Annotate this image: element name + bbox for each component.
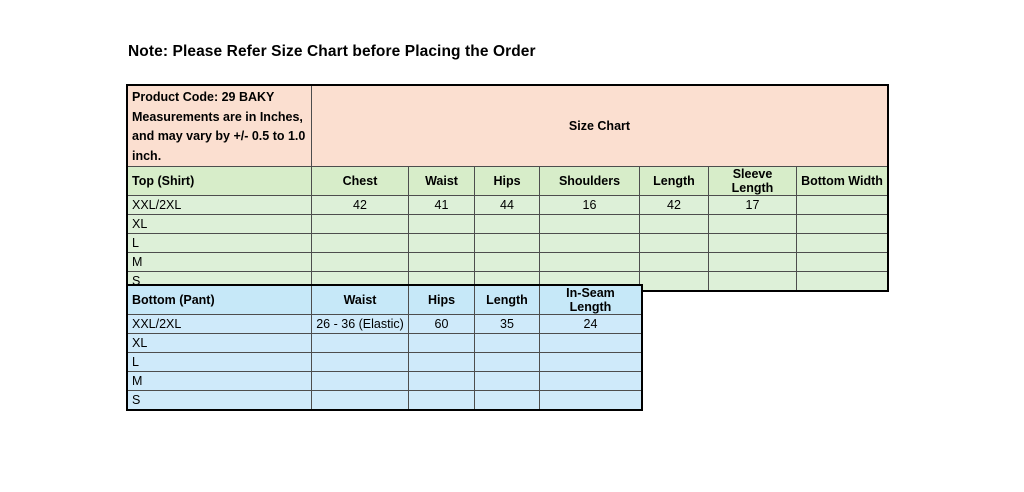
pant-header-length: Length <box>474 285 540 315</box>
shirt-cell-hips: 44 <box>474 195 540 215</box>
shirt-row-size: XL <box>127 214 312 234</box>
pant-cell-inseam-length: 24 <box>539 314 642 334</box>
shirt-cell-chest <box>311 233 409 253</box>
table-row: L <box>127 352 642 372</box>
shirt-cell-shoulders <box>539 233 640 253</box>
pant-cell-waist: 26 - 36 (Elastic) <box>311 314 409 334</box>
table-row: XXL/2XL 42 41 44 16 42 17 <box>127 195 888 215</box>
pant-row-size: S <box>127 390 312 410</box>
table-row: XXL/2XL 26 - 36 (Elastic) 60 35 24 <box>127 314 642 334</box>
size-chart-heading-cell: Size Chart <box>311 85 888 167</box>
table-row: S <box>127 390 642 410</box>
shirt-row-size: L <box>127 233 312 253</box>
pant-cell-length <box>474 352 540 372</box>
pant-header-hips: Hips <box>408 285 475 315</box>
shirt-cell-shoulders <box>539 214 640 234</box>
shirt-cell-waist <box>408 233 475 253</box>
shirt-cell-waist <box>408 214 475 234</box>
shirt-header-row: Top (Shirt) Chest Waist Hips Shoulders L… <box>127 166 888 196</box>
pant-cell-inseam-length <box>539 352 642 372</box>
shirt-header-waist: Waist <box>408 166 475 196</box>
table-row: L <box>127 233 888 253</box>
shirt-cell-sleeve-length <box>708 271 797 291</box>
pant-cell-inseam-length <box>539 333 642 353</box>
shirt-cell-hips <box>474 233 540 253</box>
pant-header-size: Bottom (Pant) <box>127 285 312 315</box>
pant-cell-hips <box>408 333 475 353</box>
shirt-cell-shoulders <box>539 252 640 272</box>
shirt-header-chest: Chest <box>311 166 409 196</box>
shirt-cell-shoulders: 16 <box>539 195 640 215</box>
table-row: M <box>127 252 888 272</box>
shirt-row-size: M <box>127 252 312 272</box>
pant-cell-hips: 60 <box>408 314 475 334</box>
pant-cell-length <box>474 371 540 391</box>
table-row: XL <box>127 333 642 353</box>
pant-cell-hips <box>408 371 475 391</box>
pant-cell-waist <box>311 352 409 372</box>
pant-cell-length <box>474 390 540 410</box>
shirt-cell-bottom-width <box>796 195 888 215</box>
shirt-header-hips: Hips <box>474 166 540 196</box>
pant-header-row: Bottom (Pant) Waist Hips Length In-Seam … <box>127 285 642 315</box>
product-info-cell: Product Code: 29 BAKY Measurements are i… <box>127 85 312 167</box>
pant-cell-length: 35 <box>474 314 540 334</box>
shirt-cell-hips <box>474 252 540 272</box>
shirt-cell-waist <box>408 252 475 272</box>
pant-cell-hips <box>408 390 475 410</box>
shirt-cell-length <box>639 233 709 253</box>
pant-cell-hips <box>408 352 475 372</box>
pant-cell-waist <box>311 371 409 391</box>
pant-row-size: M <box>127 371 312 391</box>
shirt-header-shoulders: Shoulders <box>539 166 640 196</box>
shirt-cell-chest: 42 <box>311 195 409 215</box>
shirt-header-bottom-width: Bottom Width <box>796 166 888 196</box>
shirt-header-size: Top (Shirt) <box>127 166 312 196</box>
pant-row-size: XL <box>127 333 312 353</box>
pant-cell-waist <box>311 390 409 410</box>
pant-cell-length <box>474 333 540 353</box>
pant-cell-inseam-length <box>539 390 642 410</box>
shirt-cell-waist: 41 <box>408 195 475 215</box>
pant-row-size: L <box>127 352 312 372</box>
shirt-row-size: XXL/2XL <box>127 195 312 215</box>
table-row: XL <box>127 214 888 234</box>
shirt-cell-length <box>639 271 709 291</box>
shirt-cell-chest <box>311 214 409 234</box>
pant-size-chart-table: Bottom (Pant) Waist Hips Length In-Seam … <box>126 284 643 411</box>
product-info-line: Measurements are in Inches, <box>132 109 303 124</box>
shirt-cell-hips <box>474 214 540 234</box>
pant-row-size: XXL/2XL <box>127 314 312 334</box>
pant-cell-inseam-length <box>539 371 642 391</box>
page-title: Note: Please Refer Size Chart before Pla… <box>128 43 536 60</box>
pant-header-inseam-length: In-Seam Length <box>539 285 642 315</box>
info-row: Product Code: 29 BAKY Measurements are i… <box>127 85 888 167</box>
shirt-cell-length <box>639 214 709 234</box>
product-info-line: and may vary by +/- 0.5 to 1.0 <box>132 129 306 143</box>
product-info-line: inch. <box>132 148 162 163</box>
shirt-header-length: Length <box>639 166 709 196</box>
shirt-cell-bottom-width <box>796 252 888 272</box>
shirt-cell-bottom-width <box>796 271 888 291</box>
product-info-line: Product Code: 29 BAKY <box>132 90 275 104</box>
shirt-cell-bottom-width <box>796 233 888 253</box>
shirt-cell-chest <box>311 252 409 272</box>
shirt-cell-sleeve-length <box>708 233 797 253</box>
shirt-cell-sleeve-length: 17 <box>708 195 797 215</box>
shirt-cell-bottom-width <box>796 214 888 234</box>
shirt-cell-length: 42 <box>639 195 709 215</box>
shirt-header-sleeve-length: Sleeve Length <box>708 166 797 196</box>
shirt-size-chart-table: Product Code: 29 BAKY Measurements are i… <box>126 84 889 292</box>
table-row: M <box>127 371 642 391</box>
pant-header-waist: Waist <box>311 285 409 315</box>
pant-cell-waist <box>311 333 409 353</box>
shirt-cell-sleeve-length <box>708 252 797 272</box>
shirt-cell-sleeve-length <box>708 214 797 234</box>
shirt-cell-length <box>639 252 709 272</box>
